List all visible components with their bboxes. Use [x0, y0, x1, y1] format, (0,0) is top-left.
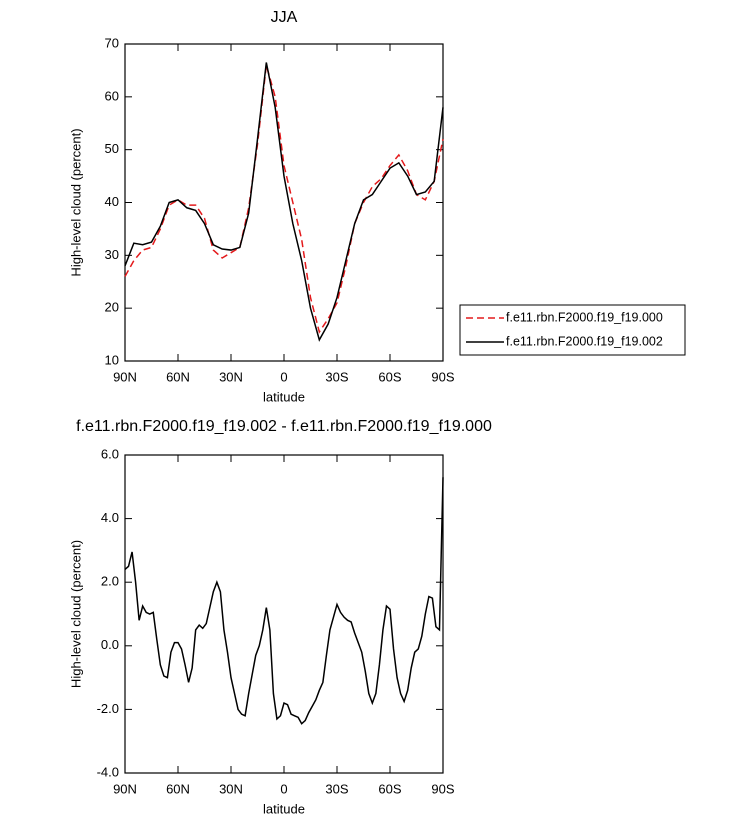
legend-label: f.e11.rbn.F2000.f19_f19.002: [506, 334, 663, 348]
x-tick-label: 60N: [166, 369, 190, 384]
x-tick-label: 90S: [431, 369, 454, 384]
x-tick-label: 90S: [431, 781, 454, 796]
y-tick-label: 4.0: [101, 510, 119, 525]
x-axis-label: latitude: [263, 801, 305, 816]
y-tick-label: 20: [105, 300, 119, 315]
x-tick-label: 30N: [219, 369, 243, 384]
series-line: [124, 62, 444, 342]
y-tick-label: 70: [105, 35, 119, 50]
x-tick-label: 0: [280, 781, 287, 796]
y-tick-label: 6.0: [101, 446, 119, 461]
x-tick-label: 30S: [325, 369, 348, 384]
legend-box: [459, 304, 686, 356]
y-tick-label: 30: [105, 247, 119, 262]
y-axis-label: High-level cloud (percent): [68, 540, 83, 688]
x-tick-label: 60S: [378, 781, 401, 796]
plot-frame: [124, 454, 444, 774]
x-tick-label: 90N: [113, 369, 137, 384]
y-tick-label: 10: [105, 352, 119, 367]
y-tick-label: 0.0: [101, 637, 119, 652]
legend-label: f.e11.rbn.F2000.f19_f19.000: [506, 310, 663, 324]
y-tick-label: 50: [105, 141, 119, 156]
series-line: [124, 64, 444, 334]
x-tick-label: 90N: [113, 781, 137, 796]
x-tick-label: 30N: [219, 781, 243, 796]
x-tick-label: 30S: [325, 781, 348, 796]
chart-title: JJA: [271, 9, 298, 26]
x-tick-label: 60N: [166, 781, 190, 796]
y-tick-label: 2.0: [101, 574, 119, 589]
y-tick-label: -2.0: [97, 701, 119, 716]
y-tick-label: -4.0: [97, 764, 119, 779]
y-axis-label: High-level cloud (percent): [68, 128, 83, 276]
y-tick-label: 60: [105, 88, 119, 103]
data-line: [124, 477, 444, 725]
x-tick-label: 0: [280, 369, 287, 384]
chart-title: f.e11.rbn.F2000.f19_f19.002 - f.e11.rbn.…: [76, 418, 492, 435]
x-tick-label: 60S: [378, 369, 401, 384]
x-axis-label: latitude: [263, 389, 305, 404]
y-tick-label: 40: [105, 194, 119, 209]
